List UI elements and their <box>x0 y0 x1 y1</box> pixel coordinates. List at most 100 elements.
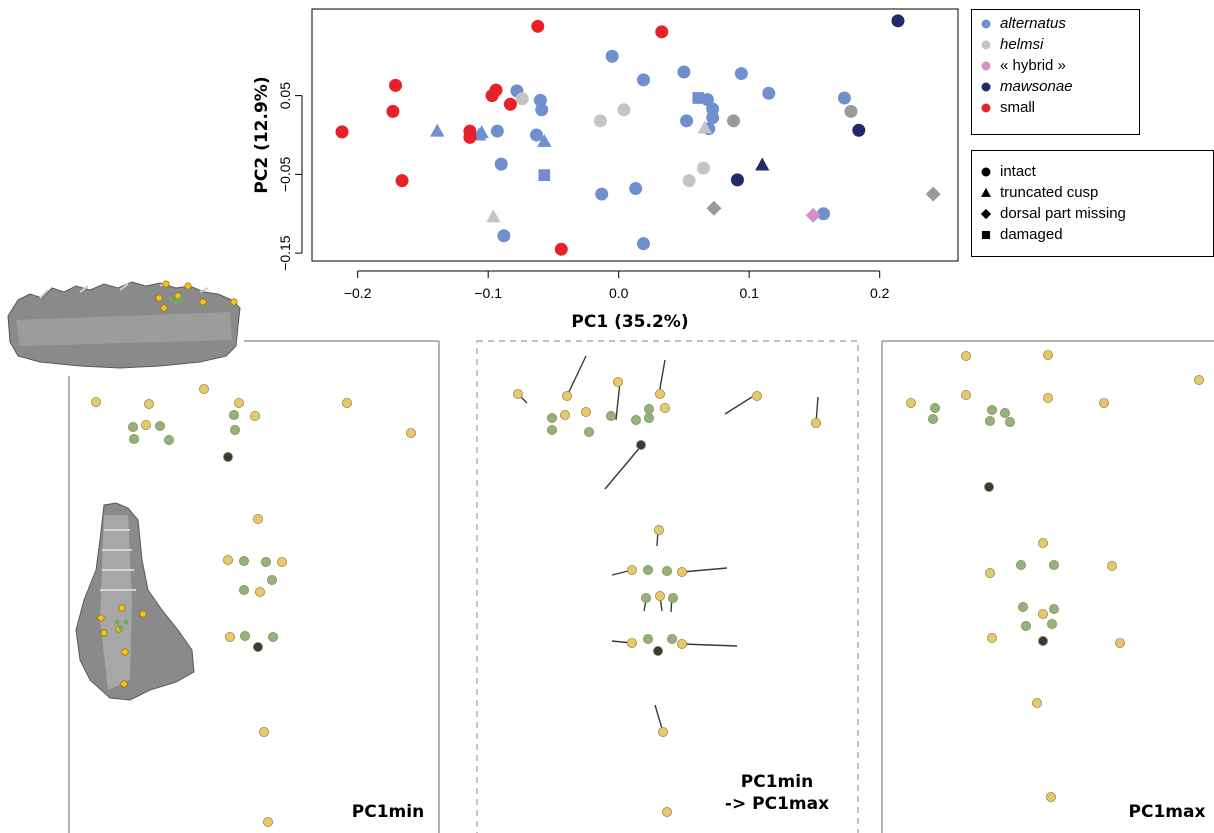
specimen-landmark <box>160 304 168 312</box>
specimen-landmark <box>97 614 105 622</box>
legend-entry: damaged <box>978 224 1213 245</box>
data-point <box>486 209 501 223</box>
data-point <box>755 157 770 171</box>
x-tick-label: 0.1 <box>739 285 759 301</box>
deformation-vector <box>615 381 621 421</box>
legend-label: mawsonae <box>1000 78 1073 95</box>
data-point <box>844 104 858 118</box>
legend-label: « hybrid » <box>1000 57 1066 74</box>
panel-label-line-1: PC1min <box>740 772 814 792</box>
landmark-point <box>655 591 666 602</box>
landmark-point <box>1021 621 1032 632</box>
landmark-point <box>668 593 679 604</box>
landmark-point <box>154 420 165 431</box>
landmark-point <box>1038 636 1049 647</box>
circle-marker <box>981 61 991 70</box>
data-point <box>386 104 400 118</box>
landmark-point <box>1115 638 1126 649</box>
data-point <box>389 78 403 92</box>
landmark-point <box>224 632 235 643</box>
landmark-point <box>984 481 995 492</box>
panel-label-line-2: -> PC1max <box>724 794 830 814</box>
landmark-point <box>266 575 277 586</box>
legend-entry: mawsonae <box>978 76 1139 97</box>
legend-symbol <box>978 207 994 221</box>
legend-symbol <box>978 17 994 31</box>
data-point <box>706 111 720 125</box>
legend-symbol <box>978 165 994 179</box>
specimen-landmark <box>120 680 128 688</box>
landmark-point <box>341 397 352 408</box>
data-point <box>494 157 508 171</box>
x-tick-label: −0.1 <box>474 285 502 301</box>
panel-label-pc1min: PC1min <box>343 801 433 823</box>
specimen-occlusal-view-image <box>75 502 195 701</box>
landmark-point <box>667 634 678 645</box>
landmark-point <box>238 556 249 567</box>
landmark-point <box>262 817 273 828</box>
specimen-landmark <box>100 629 108 637</box>
legend-symbol <box>978 59 994 73</box>
legend-entry: « hybrid » <box>978 55 1139 76</box>
data-point <box>529 128 543 142</box>
data-point <box>730 173 744 187</box>
landmark-point <box>631 414 642 425</box>
data-point <box>852 123 866 137</box>
legend-entry: small <box>978 97 1139 118</box>
landmark-point <box>276 557 287 568</box>
y-axis-label: PC2 (12.9%) <box>252 76 272 193</box>
data-point <box>680 114 694 128</box>
landmark-point <box>239 631 250 642</box>
landmark-point <box>641 593 652 604</box>
landmark-point <box>613 376 624 387</box>
landmark-point <box>222 555 233 566</box>
landmark-point <box>1107 561 1118 572</box>
landmark-point <box>1032 698 1043 709</box>
landmark-point <box>562 390 573 401</box>
landmark-point <box>930 402 941 413</box>
landmark-point <box>1047 619 1058 630</box>
landmark-point <box>928 413 939 424</box>
data-point <box>700 93 714 107</box>
landmark-point <box>1099 397 1110 408</box>
landmark-point <box>229 424 240 435</box>
landmark-point <box>260 557 271 568</box>
landmark-point <box>584 426 595 437</box>
legend-entry: alternatus <box>978 13 1139 34</box>
deformation-vector <box>724 396 753 415</box>
landmark-point <box>238 585 249 596</box>
landmark-point <box>985 415 996 426</box>
data-point <box>490 124 504 138</box>
circle-marker <box>981 103 991 112</box>
landmark-point <box>1038 538 1049 549</box>
data-point <box>515 92 529 106</box>
legend-label: alternatus <box>1000 15 1066 32</box>
landmark-point <box>405 427 416 438</box>
panel-label-pc1max: PC1max <box>1122 801 1212 823</box>
specimen-lateral-view-image <box>7 281 241 369</box>
landmark-point <box>662 807 673 818</box>
data-point <box>335 125 349 139</box>
landmark-point <box>1018 602 1029 613</box>
landmark-point <box>654 525 665 536</box>
landmark-point <box>752 390 763 401</box>
landmark-point <box>1046 792 1057 803</box>
data-point <box>593 114 607 128</box>
legend-label: dorsal part missing <box>1000 205 1126 222</box>
x-axis-label: PC1 (35.2%) <box>571 312 688 332</box>
data-point <box>537 133 552 147</box>
specimen-landmark <box>162 280 170 288</box>
data-point <box>891 14 905 28</box>
data-point <box>395 174 409 188</box>
data-point <box>617 103 631 117</box>
landmark-point <box>228 409 239 420</box>
landmark-point <box>1049 604 1060 615</box>
landmark-point <box>1000 407 1011 418</box>
landmark-point <box>627 638 638 649</box>
landmark-point <box>560 409 571 420</box>
data-point <box>682 174 696 188</box>
deformation-vector <box>681 643 738 647</box>
landmark-point <box>140 419 151 430</box>
data-point <box>706 200 722 216</box>
specimen-landmark <box>230 298 238 306</box>
